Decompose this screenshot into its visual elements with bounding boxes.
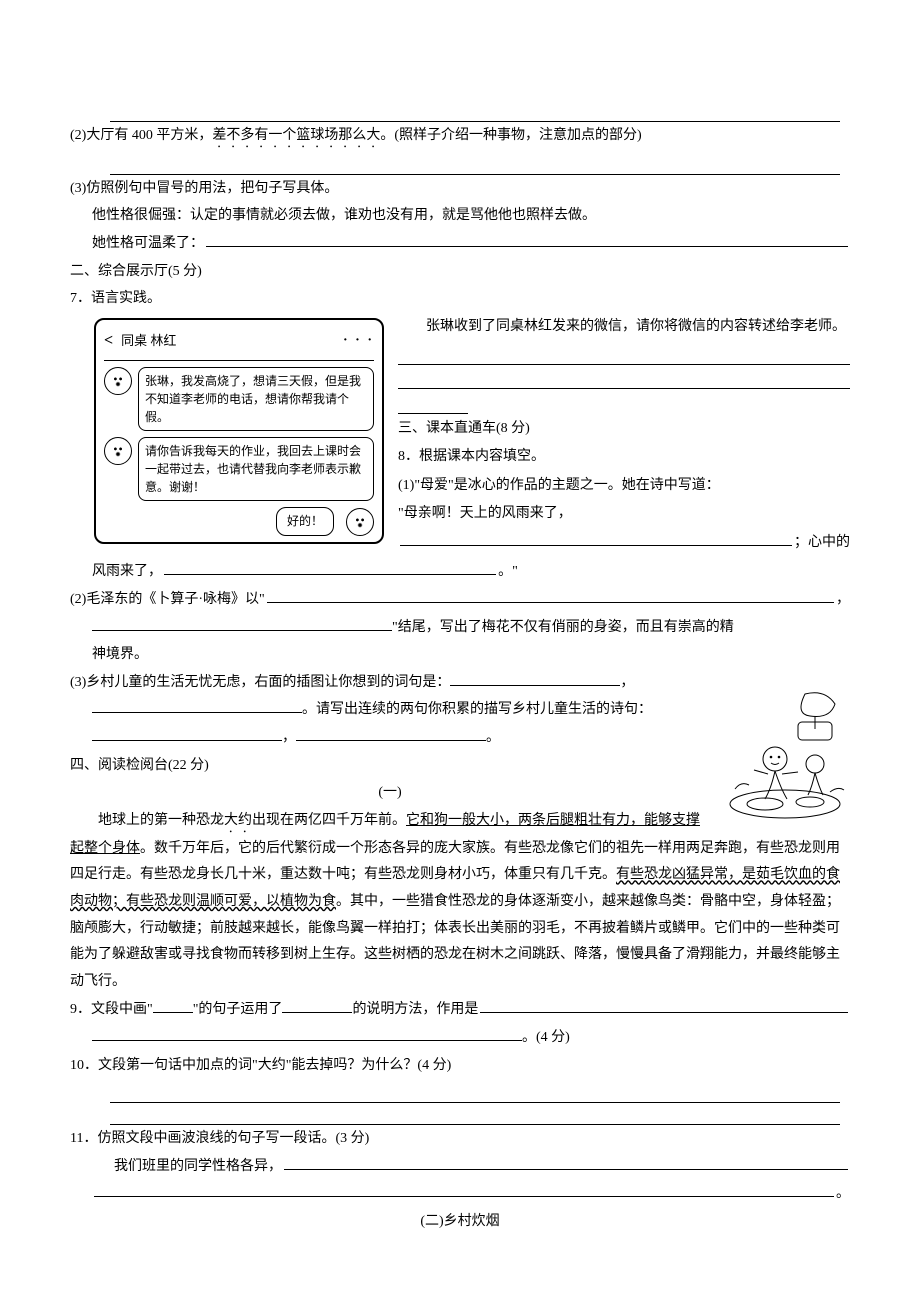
chat-screenshot: < 同桌 林红 · · · 张琳，我发高烧了，想请三天假，但是我不知道李老师的电…	[94, 318, 384, 544]
answer-blank[interactable]	[94, 1183, 834, 1197]
answer-blank-line	[110, 152, 840, 174]
avatar-icon	[104, 367, 132, 395]
answer-blank[interactable]	[267, 589, 834, 603]
chat-message-1: 张琳，我发高烧了，想请三天假，但是我不知道李老师的电话，想请你帮我请个假。	[104, 367, 374, 431]
q8-wind-prefix: 风雨来了，	[92, 559, 162, 586]
q8-i2-suffix: "结尾，写出了梅花不仅有俏丽的身姿，而且有崇高的精	[392, 615, 734, 642]
answer-blank-line[interactable]	[398, 342, 850, 364]
chat-bubble: 张琳，我发高烧了，想请三天假，但是我不知道李老师的电话，想请你帮我请个假。	[138, 367, 374, 431]
q8-item3-line2: 。请写出连续的两句你积累的描写乡村儿童生活的诗句：	[70, 697, 710, 724]
part2-title: (二)乡村炊烟	[70, 1209, 850, 1236]
q9c: 的说明方法，作用是	[352, 997, 478, 1024]
answer-blank[interactable]	[282, 999, 352, 1013]
answer-blank[interactable]	[480, 999, 848, 1013]
q8-i3-comma2: ，	[282, 725, 296, 752]
q3-prefix: 她性格可温柔了：	[92, 231, 204, 258]
q8-item2-line1: (2)毛泽东的《卜算子·咏梅》以" ，	[70, 587, 850, 614]
q9a: 9．文段中画"	[70, 997, 153, 1024]
q2-text: (2)大厅有 400 平方米，差不多有一个篮球场那么大。(照样子介绍一种事物，注…	[70, 128, 642, 143]
chat-contact-name: 同桌 林红	[121, 329, 343, 354]
avatar-icon	[104, 437, 132, 465]
chat-message-2: 请你告诉我每天的作业，我回去上课时会一起带过去，也请代替我向李老师表示歉意。谢谢…	[104, 437, 374, 501]
chat-back-icon: <	[104, 326, 113, 356]
passage-text: 地球上的第一种恐龙	[98, 813, 224, 828]
q9-tail: 。(4 分)	[522, 1025, 570, 1052]
passage-text: 出现在两亿四千万年前。	[252, 813, 406, 828]
q11-period: 。	[836, 1181, 850, 1208]
question-2: (2)大厅有 400 平方米，差不多有一个篮球场那么大。(照样子介绍一种事物，注…	[70, 123, 850, 151]
q8-i2-comma: ，	[836, 587, 850, 614]
answer-blank[interactable]	[92, 727, 282, 741]
answer-blank[interactable]	[92, 699, 302, 713]
q8-i2-suffix2: 神境界。	[70, 642, 850, 669]
question-11-cont: 。	[70, 1181, 850, 1208]
passage-paragraph: 地球上的第一种恐龙大约出现在两亿四千万年前。它和狗一般大小，两条后腿粗壮有力，能…	[70, 808, 850, 996]
answer-blank[interactable]	[153, 999, 193, 1013]
q8-item2-line2: "结尾，写出了梅花不仅有俏丽的身姿，而且有崇高的精	[70, 615, 850, 642]
village-illustration	[720, 674, 850, 824]
avatar-icon	[346, 508, 374, 536]
answer-blank[interactable]	[92, 1027, 522, 1041]
question-9: 9．文段中画" "的句子运用了 的说明方法，作用是	[70, 997, 850, 1024]
answer-blank[interactable]	[206, 233, 848, 247]
q8-item1-b: "母亲啊！天上的风雨来了，	[398, 501, 850, 528]
chat-bubble: 请你告诉我每天的作业，我回去上课时会一起带过去，也请代替我向李老师表示歉意。谢谢…	[138, 437, 374, 501]
answer-blank-line[interactable]	[398, 367, 850, 389]
answer-blank-line[interactable]	[110, 1103, 840, 1125]
question-3-intro: (3)仿照例句中冒号的用法，把句子写具体。	[70, 176, 850, 203]
answer-blank[interactable]	[92, 617, 392, 631]
answer-blank[interactable]	[450, 672, 620, 686]
q8-i3-period: 。	[486, 725, 500, 752]
q8-i3-prefix: (3)乡村儿童的生活无忧无虑，右面的插图让你想到的词句是：	[70, 670, 450, 697]
q8-item3-line1: (3)乡村儿童的生活无忧无虑，右面的插图让你想到的词句是： ，	[70, 670, 710, 697]
answer-blank-line[interactable]	[398, 391, 468, 413]
question-7: 7．语言实践。	[70, 286, 850, 313]
chat-reply-row: 好的！	[104, 507, 374, 536]
q8-end-quote: 。"	[498, 559, 518, 586]
q8-item1-blank: ；心中的	[398, 530, 850, 557]
answer-blank[interactable]	[400, 532, 792, 546]
question-11: 11．仿照文段中画波浪线的句子写一段话。(3 分)	[70, 1126, 850, 1153]
q8-item3-line3: ， 。	[70, 725, 710, 752]
question-8: 8．根据课本内容填空。	[398, 444, 850, 471]
answer-blank[interactable]	[284, 1156, 848, 1170]
q8-i3-comma: ，	[620, 670, 634, 697]
q8-i3-mid: 。请写出连续的两句你积累的描写乡村儿童生活的诗句：	[302, 697, 652, 724]
chat-header: < 同桌 林红 · · ·	[104, 326, 374, 361]
q9b: "的句子运用了	[193, 997, 283, 1024]
q8-wind-line: 风雨来了， 。"	[70, 559, 850, 586]
q8-item1-a: (1)"母爱"是冰心的作品的主题之一。她在诗中写道：	[398, 473, 850, 500]
question-11-prompt: 我们班里的同学性格各异，	[70, 1154, 850, 1181]
q8-i2-prefix: (2)毛泽东的《卜算子·咏梅》以"	[70, 587, 265, 614]
relay-prompt: 张琳收到了同桌林红发来的微信，请你将微信的内容转述给李老师。	[398, 314, 850, 341]
question-3-example: 他性格很倔强：认定的事情就必须去做，谁劝也没有用，就是骂他他也照样去做。	[70, 203, 850, 230]
q8-tail1: ；心中的	[794, 530, 850, 557]
question-3-prompt: 她性格可温柔了：	[70, 231, 850, 258]
question-10: 10．文段第一句话中加点的词"大约"能去掉吗？为什么？(4 分)	[70, 1053, 850, 1080]
chat-reply-bubble: 好的！	[276, 507, 334, 536]
answer-blank[interactable]	[296, 727, 486, 741]
answer-blank-line[interactable]	[110, 1080, 840, 1102]
section-3-heading: 三、课本直通车(8 分)	[398, 416, 850, 443]
passage-dotted: 大约	[224, 813, 252, 828]
answer-blank[interactable]	[164, 561, 496, 575]
question-9-cont: 。(4 分)	[70, 1025, 850, 1052]
chat-menu-icon: · · ·	[343, 328, 374, 355]
q11-prefix: 我们班里的同学性格各异，	[114, 1154, 282, 1181]
answer-blank-line	[110, 100, 840, 122]
section-2-heading: 二、综合展示厅(5 分)	[70, 259, 850, 286]
